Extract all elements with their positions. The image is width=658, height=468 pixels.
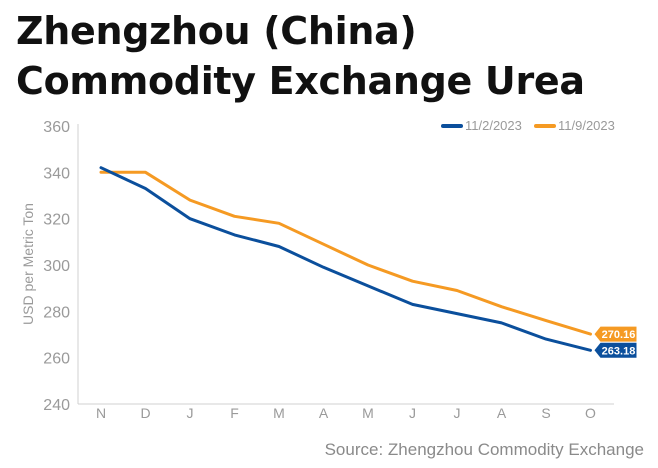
- y-tick-label: 360: [43, 119, 70, 136]
- x-tick-label: F: [230, 405, 239, 421]
- end-label-tag: [594, 326, 637, 342]
- end-value-labels: 270.16 263.18: [594, 326, 637, 358]
- chart-title: Zhengzhou (China) Commodity Exchange Ure…: [16, 9, 585, 103]
- x-tick-label: J: [187, 405, 194, 421]
- x-tick-label: J: [409, 405, 416, 421]
- end-label-tag: [594, 342, 637, 358]
- x-tick-label: A: [497, 405, 507, 421]
- y-tick-label: 260: [43, 351, 70, 368]
- y-tick-label: 280: [43, 304, 70, 321]
- end-label-value: 263.18: [602, 345, 636, 357]
- x-tick-label: M: [273, 405, 285, 421]
- legend-label: 11/2/2023: [465, 118, 522, 133]
- y-tick-label: 300: [43, 258, 70, 275]
- y-tick-label: 320: [43, 212, 70, 229]
- legend: 11/2/2023 11/9/2023: [441, 118, 615, 133]
- series-line: [99, 166, 592, 352]
- end-label-value: 270.16: [602, 329, 636, 341]
- legend-label: 11/9/2023: [558, 118, 615, 133]
- series-lines: [99, 166, 592, 352]
- x-tick-label: J: [454, 405, 461, 421]
- x-tick-label: N: [96, 405, 106, 421]
- x-tick-label: A: [319, 405, 329, 421]
- y-axis-label: USD per Metric Ton: [20, 203, 36, 325]
- x-tick-label: S: [541, 405, 550, 421]
- y-tick-labels: 240 260 280 300 320 340 360: [43, 119, 70, 414]
- source-note: Source: Zhengzhou Commodity Exchange: [324, 440, 644, 459]
- x-tick-label: O: [585, 405, 596, 421]
- x-tick-label: D: [140, 405, 150, 421]
- y-tick-label: 340: [43, 165, 70, 182]
- series-line: [99, 170, 592, 336]
- y-tick-label: 240: [43, 397, 70, 414]
- x-tick-label: M: [362, 405, 374, 421]
